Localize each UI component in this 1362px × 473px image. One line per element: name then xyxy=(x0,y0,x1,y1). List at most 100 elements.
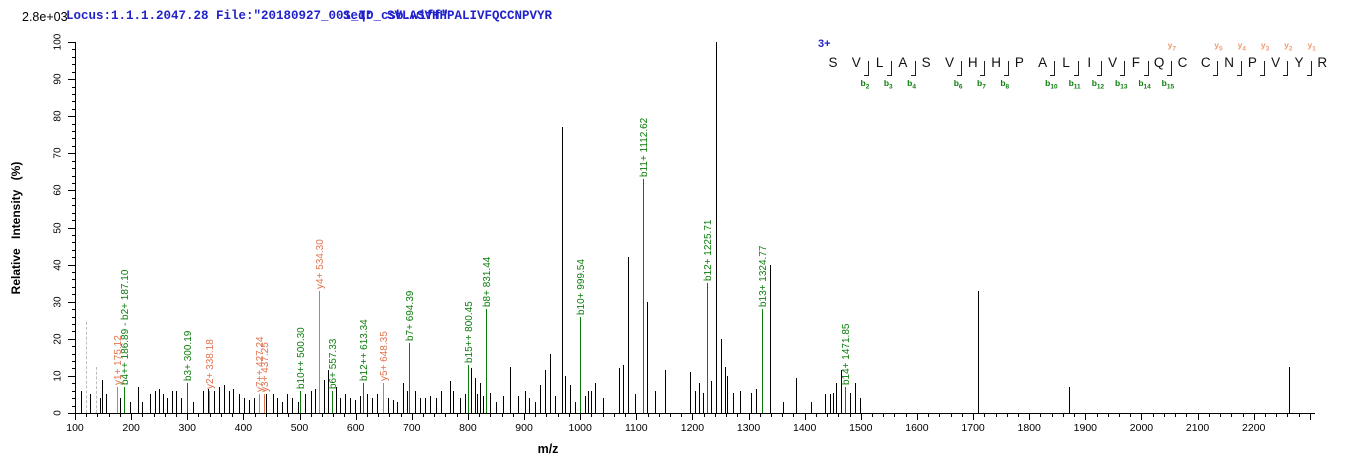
peak xyxy=(755,388,757,413)
peak xyxy=(1069,387,1071,413)
x-tick xyxy=(1017,414,1019,417)
y-tick xyxy=(72,234,75,236)
x-tick-label: 1200 xyxy=(680,422,705,434)
x-tick xyxy=(479,414,481,417)
peak xyxy=(238,394,240,413)
x-axis-title: m/z xyxy=(537,442,559,456)
y-tick xyxy=(72,390,75,392)
peak xyxy=(452,390,454,413)
peak xyxy=(100,398,102,413)
fragment-cleavage-bar xyxy=(1260,61,1266,76)
x-tick-label: 1800 xyxy=(1017,422,1041,434)
peak xyxy=(782,401,784,413)
x-tick xyxy=(456,414,458,417)
x-tick xyxy=(804,414,806,420)
x-tick xyxy=(849,414,851,417)
peak xyxy=(829,394,831,413)
peak xyxy=(622,364,624,413)
x-tick xyxy=(771,414,772,417)
y-tick xyxy=(72,323,75,325)
b-ion-marker-b7: b7 xyxy=(977,78,986,91)
x-tick-label: 900 xyxy=(515,422,533,434)
peak-b10-label: b10+ 999.54 xyxy=(575,258,587,315)
x-tick-label: 300 xyxy=(178,422,197,434)
x-tick xyxy=(131,414,133,420)
residue-6: V xyxy=(944,55,955,70)
x-tick xyxy=(984,414,986,417)
x-tick xyxy=(1006,414,1008,417)
peak xyxy=(440,390,442,413)
fragment-cleavage-bar xyxy=(1050,61,1056,76)
peak xyxy=(371,398,373,413)
peak xyxy=(105,394,107,413)
x-tick xyxy=(546,414,548,417)
x-tick-label: 200 xyxy=(122,422,140,434)
x-tick xyxy=(400,414,402,417)
x-tick xyxy=(681,414,683,417)
x-tick xyxy=(512,414,514,417)
x-tick-label: 1100 xyxy=(625,422,648,434)
peak xyxy=(480,383,482,413)
peak xyxy=(435,398,437,413)
x-tick xyxy=(1197,414,1199,420)
x-tick xyxy=(119,414,121,417)
peak xyxy=(502,396,504,413)
peak-y1 xyxy=(117,387,119,413)
peak xyxy=(476,394,478,413)
peak xyxy=(310,390,312,413)
peak-b15-label: b15++ 800.45 xyxy=(464,301,476,363)
y-tick-label: 60 xyxy=(52,184,64,196)
peak xyxy=(402,383,404,413)
x-tick xyxy=(198,414,200,417)
y-tick xyxy=(72,131,75,133)
x-tick xyxy=(1085,414,1087,420)
x-tick xyxy=(321,414,323,417)
peak-b3 xyxy=(187,383,189,413)
x-tick-label: 600 xyxy=(346,422,365,434)
peak-b13-label: b13+ 1324.77 xyxy=(758,245,770,308)
y-tick xyxy=(72,405,75,407)
x-tick xyxy=(75,414,76,420)
peak-b13 xyxy=(762,309,764,413)
peak xyxy=(406,390,408,413)
y-ion-marker-y1: y1 xyxy=(1307,40,1316,53)
y-tick xyxy=(72,279,75,281)
y-tick xyxy=(72,205,75,207)
peak-b12-label: b12++ 613.34 xyxy=(359,319,371,382)
peak xyxy=(393,400,395,413)
x-tick xyxy=(838,414,840,417)
y-tick-label: 20 xyxy=(52,333,64,345)
fragment-cleavage-bar xyxy=(1306,61,1312,76)
x-tick xyxy=(501,414,503,417)
peak xyxy=(277,398,279,413)
b-ion-marker-b4: b4 xyxy=(907,78,916,91)
x-tick xyxy=(759,414,761,417)
x-tick xyxy=(669,414,671,417)
x-tick xyxy=(1175,414,1177,417)
y-tick-label: 80 xyxy=(52,110,64,122)
peak xyxy=(172,390,174,413)
peak xyxy=(208,388,210,413)
y-tick xyxy=(68,42,75,43)
x-tick xyxy=(299,414,301,420)
peak xyxy=(176,390,178,413)
residue-22: R xyxy=(1317,55,1328,70)
residue-13: V xyxy=(1108,55,1118,70)
b-ion-marker-b6: b6 xyxy=(953,78,963,91)
y-tick xyxy=(72,56,75,58)
peak xyxy=(243,398,245,413)
y-tick xyxy=(68,375,75,377)
peak-b12 xyxy=(363,383,365,413)
y-tick-label: 50 xyxy=(52,221,64,234)
y-tick xyxy=(72,108,75,110)
peak xyxy=(690,372,692,413)
x-tick xyxy=(928,414,930,417)
peak xyxy=(584,396,586,413)
peak xyxy=(570,385,572,413)
x-tick xyxy=(1208,414,1210,417)
b-ion-marker-b12: b12 xyxy=(1091,78,1105,91)
peak xyxy=(565,375,566,413)
x-tick xyxy=(1119,414,1121,417)
peak xyxy=(495,401,497,413)
